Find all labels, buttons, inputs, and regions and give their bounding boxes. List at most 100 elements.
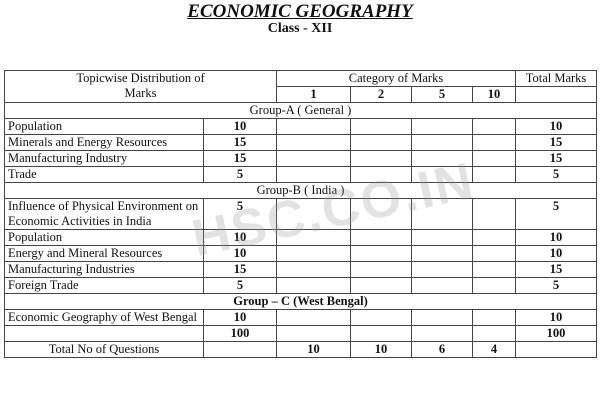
empty-cell bbox=[276, 198, 351, 230]
empty-cell bbox=[472, 309, 516, 326]
empty-cell bbox=[350, 261, 412, 278]
topic-cell: Trade bbox=[4, 166, 204, 183]
topic-cell: Population bbox=[4, 118, 204, 135]
empty-cell bbox=[350, 198, 412, 230]
marks-cell: 5 bbox=[203, 166, 277, 183]
empty-cell bbox=[472, 150, 516, 167]
category-header: Category of Marks bbox=[276, 70, 516, 87]
empty-cell bbox=[276, 166, 351, 183]
empty-cell bbox=[350, 166, 412, 183]
category-1: 1 bbox=[276, 86, 351, 103]
total-cell: 5 bbox=[515, 198, 597, 230]
total-header: Total Marks bbox=[515, 70, 597, 87]
empty-cell bbox=[276, 245, 351, 262]
empty-cell bbox=[411, 134, 473, 151]
empty-cell bbox=[350, 134, 412, 151]
topic-cell: Foreign Trade bbox=[4, 277, 204, 294]
total-cell: 10 bbox=[515, 309, 597, 326]
empty-cell bbox=[411, 198, 473, 230]
questions-row: Total No of Questions 10 10 6 4 bbox=[4, 341, 597, 358]
empty-cell bbox=[276, 134, 351, 151]
marks-cell: 10 bbox=[203, 245, 277, 262]
group-header-row: Group-B ( India ) bbox=[4, 182, 597, 199]
empty-cell bbox=[472, 198, 516, 230]
questions-count-1: 10 bbox=[276, 341, 351, 358]
questions-count-10: 4 bbox=[472, 341, 516, 358]
empty-cell bbox=[472, 229, 516, 246]
total-cell: 10 bbox=[515, 245, 597, 262]
empty-cell bbox=[411, 309, 473, 326]
table-row: Population 10 10 bbox=[4, 118, 597, 135]
empty-cell bbox=[203, 341, 277, 358]
marks-distribution-table: Topicwise Distribution of Marks Category… bbox=[4, 70, 597, 358]
group-header-row: Group-A ( General ) bbox=[4, 102, 597, 119]
table-row: Minerals and Energy Resources 15 15 bbox=[4, 134, 597, 151]
group-label: Group-A ( General ) bbox=[4, 102, 597, 119]
marks-cell: 15 bbox=[203, 134, 277, 151]
questions-count-2: 10 bbox=[350, 341, 412, 358]
table-row: Foreign Trade 5 5 bbox=[4, 277, 597, 294]
category-10: 10 bbox=[472, 86, 516, 103]
document-title: ECONOMIC GEOGRAPHY bbox=[187, 1, 413, 22]
total-cell: 15 bbox=[515, 150, 597, 167]
table-row: Trade 5 5 bbox=[4, 166, 597, 183]
sum-row: 100 100 bbox=[4, 325, 597, 342]
marks-cell: 5 bbox=[203, 277, 277, 294]
empty-cell bbox=[350, 118, 412, 135]
empty-cell bbox=[4, 325, 204, 342]
total-cell: 15 bbox=[515, 134, 597, 151]
empty-cell bbox=[276, 150, 351, 167]
marks-cell: 10 bbox=[203, 309, 277, 326]
empty-cell bbox=[411, 166, 473, 183]
category-5: 5 bbox=[411, 86, 473, 103]
table-row: Manufacturing Industries 15 15 bbox=[4, 261, 597, 278]
marks-cell: 15 bbox=[203, 150, 277, 167]
marks-cell: 5 bbox=[203, 198, 277, 230]
sum-marks: 100 bbox=[203, 325, 277, 342]
empty-cell bbox=[411, 245, 473, 262]
empty-cell bbox=[411, 277, 473, 294]
empty-cell bbox=[276, 261, 351, 278]
empty-cell bbox=[472, 245, 516, 262]
topic-cell: Population bbox=[4, 229, 204, 246]
empty-cell bbox=[276, 118, 351, 135]
marks-cell: 10 bbox=[203, 229, 277, 246]
table-row: Population 10 10 bbox=[4, 229, 597, 246]
total-cell: 10 bbox=[515, 118, 597, 135]
empty-cell bbox=[515, 86, 597, 103]
total-cell: 5 bbox=[515, 277, 597, 294]
empty-cell bbox=[472, 277, 516, 294]
empty-cell bbox=[276, 277, 351, 294]
category-2: 2 bbox=[350, 86, 412, 103]
topic-cell: Manufacturing Industries bbox=[4, 261, 204, 278]
empty-cell bbox=[472, 134, 516, 151]
marks-cell: 15 bbox=[203, 261, 277, 278]
total-cell: 15 bbox=[515, 261, 597, 278]
topic-cell: Manufacturing Industry bbox=[4, 150, 204, 167]
empty-cell bbox=[411, 229, 473, 246]
topic-cell: Economic Geography of West Bengal bbox=[4, 309, 204, 326]
sum-total: 100 bbox=[515, 325, 597, 342]
empty-cell bbox=[472, 261, 516, 278]
empty-cell bbox=[276, 229, 351, 246]
group-label: Group – C (West Bengal) bbox=[4, 293, 597, 310]
topic-cell: Influence of Physical Environment on Eco… bbox=[4, 198, 204, 230]
empty-cell bbox=[350, 150, 412, 167]
empty-cell bbox=[515, 341, 597, 358]
table-row: Economic Geography of West Bengal 10 10 bbox=[4, 309, 597, 326]
empty-cell bbox=[350, 229, 412, 246]
total-cell: 10 bbox=[515, 229, 597, 246]
empty-cell bbox=[350, 245, 412, 262]
empty-cell bbox=[472, 118, 516, 135]
empty-cell bbox=[350, 309, 412, 326]
total-cell: 5 bbox=[515, 166, 597, 183]
marks-cell: 10 bbox=[203, 118, 277, 135]
group-label: Group-B ( India ) bbox=[4, 182, 597, 199]
empty-cell bbox=[411, 118, 473, 135]
questions-label: Total No of Questions bbox=[4, 341, 204, 358]
group-header-row: Group – C (West Bengal) bbox=[4, 293, 597, 310]
header-row: Topicwise Distribution of Marks Category… bbox=[4, 70, 597, 103]
category-subheader-row: 1 2 5 10 bbox=[5, 86, 597, 103]
questions-count-5: 6 bbox=[411, 341, 473, 358]
empty-cell bbox=[276, 309, 351, 326]
